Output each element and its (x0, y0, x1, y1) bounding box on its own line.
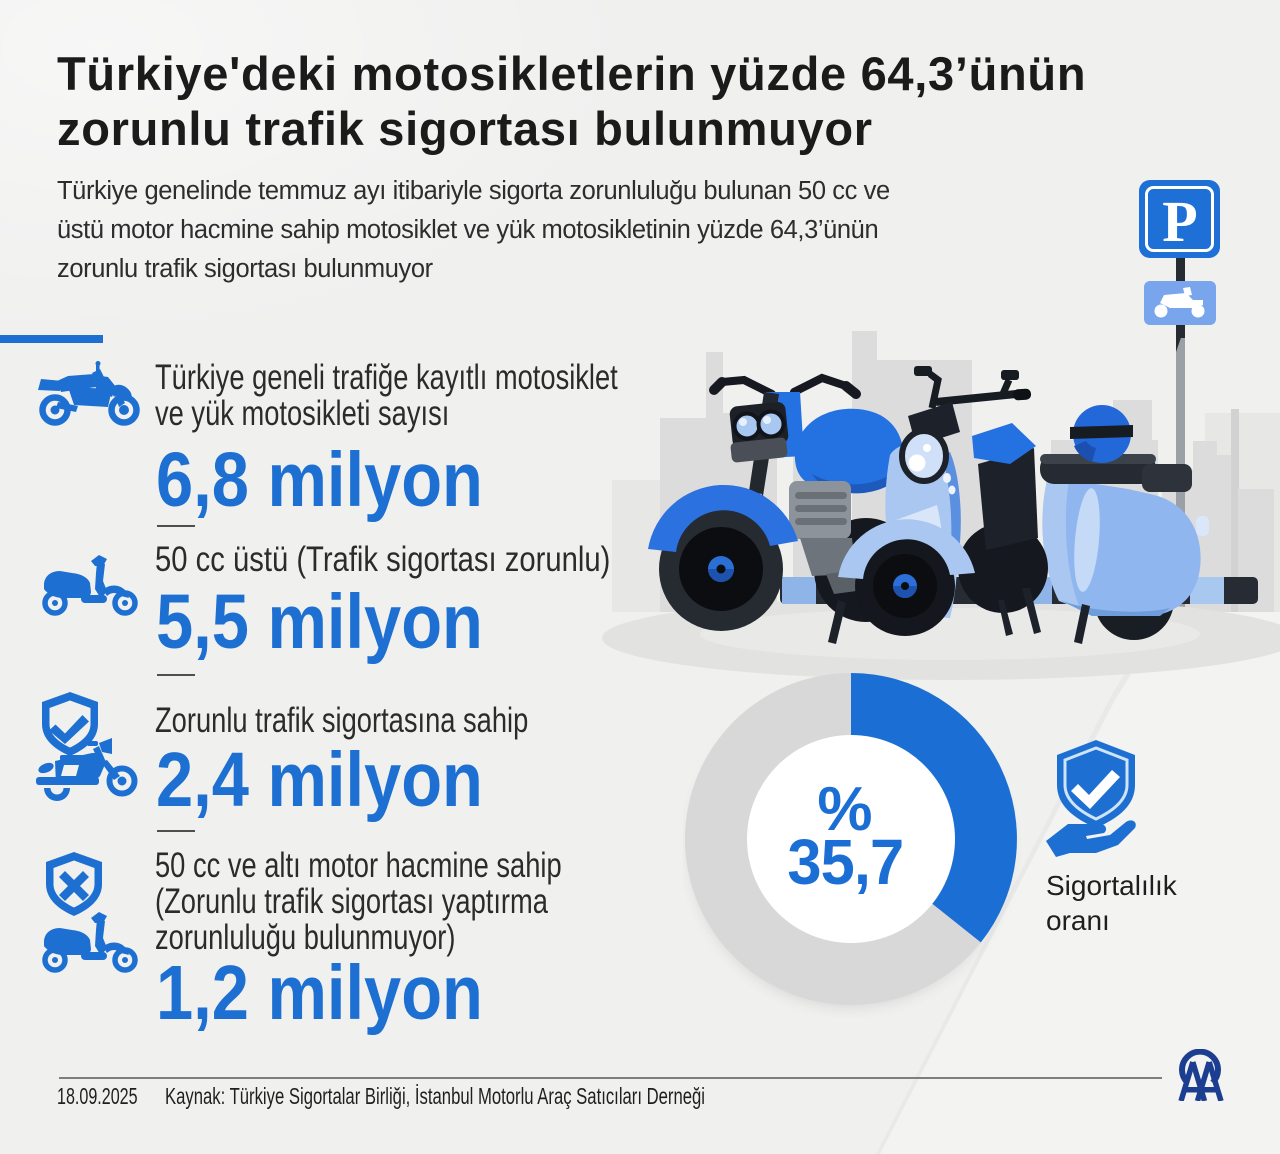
svg-text:P: P (1162, 189, 1197, 254)
